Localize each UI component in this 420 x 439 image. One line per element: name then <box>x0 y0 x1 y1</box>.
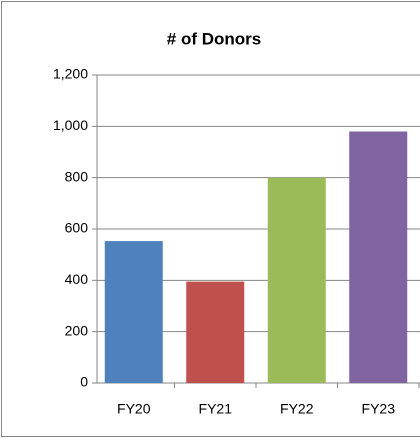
y-tick-label: 1,200 <box>53 66 88 82</box>
y-tick-label: 800 <box>65 168 89 184</box>
x-tick-label: FY23 <box>362 401 396 417</box>
x-tick-label: FY22 <box>280 401 314 417</box>
y-tick-label: 1,000 <box>53 117 88 133</box>
bar <box>349 131 408 383</box>
y-tick-label: 0 <box>80 374 88 390</box>
bar <box>104 241 163 383</box>
y-tick-label: 200 <box>65 322 89 338</box>
bar <box>186 281 245 383</box>
chart-title: # of Donors <box>167 29 261 48</box>
x-tick-label: FY20 <box>117 401 151 417</box>
y-tick-label: 400 <box>65 271 89 287</box>
bar <box>267 177 326 383</box>
x-tick-label: FY21 <box>199 401 233 417</box>
y-tick-label: 600 <box>65 220 89 236</box>
